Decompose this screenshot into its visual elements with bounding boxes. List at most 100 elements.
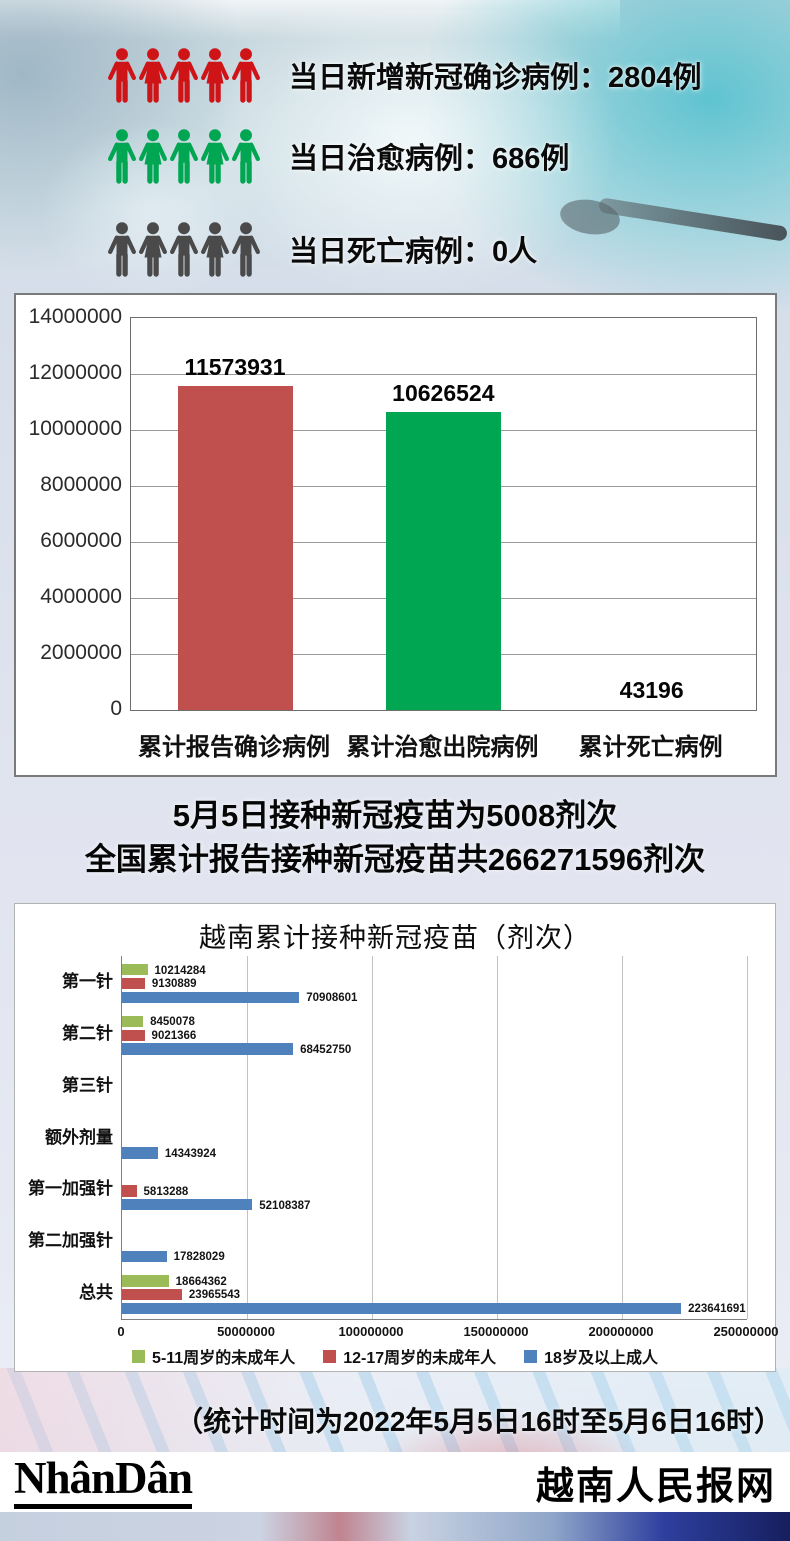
nhandan-logo: NhânDân — [14, 1455, 193, 1509]
legend-label: 18岁及以上成人 — [544, 1350, 658, 1367]
x-tick-label: 0 — [117, 1324, 125, 1339]
gridline — [372, 956, 373, 1319]
x-tick-label: 250000000 — [713, 1324, 779, 1339]
bar — [177, 385, 293, 710]
bar-value-label: 43196 — [619, 676, 684, 703]
person-icon — [170, 47, 198, 103]
legend-label: 12-17周岁的未成年人 — [343, 1350, 497, 1367]
category-label: 总共 — [79, 1283, 113, 1303]
legend-swatch — [524, 1349, 538, 1363]
person-icon — [232, 221, 260, 277]
y-tick-label: 14000000 — [28, 305, 122, 328]
bar — [122, 1029, 145, 1042]
y-tick-label: 10000000 — [28, 417, 122, 440]
bar-value-label: 10214284 — [154, 964, 206, 977]
vaccination-chart: 越南累计接种新冠疫苗（剂次） 10214284 8450078 18664362 91… — [14, 903, 779, 1372]
x-category-label: 累计报告确诊病例 — [138, 734, 330, 761]
legend-item: 18岁及以上成人 — [524, 1344, 658, 1368]
bar — [122, 964, 148, 976]
bar-value-label: 9021366 — [151, 1030, 197, 1043]
legend-swatch — [323, 1349, 337, 1363]
person-icon — [170, 221, 198, 277]
vaccination-chart-plot: 10214284 8450078 18664362 9130889 9021366 581… — [121, 956, 748, 1320]
bar-value-label: 9130889 — [151, 978, 197, 991]
bar-value-label: 8450078 — [150, 1016, 195, 1029]
category-label: 第一加强针 — [28, 1179, 113, 1199]
gridline — [622, 956, 623, 1319]
bar-value-label: 11573931 — [184, 353, 286, 380]
bar — [122, 1185, 137, 1197]
category-label: 额外剂量 — [45, 1127, 113, 1147]
y-tick-label: 4000000 — [40, 585, 122, 608]
person-icon — [108, 47, 136, 103]
person-icon — [201, 47, 229, 103]
recovered-label: 当日治愈病例：686例 — [289, 143, 570, 175]
background-bottom-strip — [0, 1511, 790, 1541]
gridline — [131, 374, 756, 375]
bar — [386, 412, 501, 710]
bar — [122, 1043, 294, 1055]
gridline — [747, 956, 748, 1319]
person-icon — [139, 221, 167, 277]
y-tick-label: 8000000 — [40, 473, 122, 496]
person-icon — [201, 128, 229, 184]
person-icon — [232, 47, 260, 103]
x-tick-label: 100000000 — [338, 1324, 404, 1339]
bar-value-label: 17828029 — [173, 1251, 225, 1264]
person-icon — [108, 128, 136, 184]
y-tick-label: 2000000 — [40, 641, 122, 664]
category-label: 第二针 — [62, 1023, 113, 1043]
bar — [122, 991, 300, 1003]
bar-value-label: 14343924 — [164, 1147, 217, 1160]
vaccine-summary-line2: 全国累计报告接种新冠疫苗共266271596剂次 — [84, 842, 706, 877]
background-spike-arm — [597, 197, 789, 242]
people-icons-green — [105, 128, 273, 185]
x-tick-label: 200000000 — [588, 1324, 654, 1339]
legend-item: 12-17周岁的未成年人 — [323, 1344, 496, 1368]
bar — [122, 1015, 144, 1028]
bar — [122, 1147, 158, 1159]
bar-value-label: 5813288 — [143, 1185, 189, 1198]
bar — [122, 1302, 682, 1315]
legend-item: 5-11周岁的未成年人 — [132, 1344, 295, 1368]
legend-label: 5-11周岁的未成年人 — [152, 1350, 296, 1367]
background-spike-knob — [557, 195, 623, 239]
x-category-label: 累计死亡病例 — [578, 734, 723, 761]
bar — [122, 1288, 182, 1301]
stat-row-new-cases: 当日新增新冠确诊病例：2804例 — [105, 46, 702, 104]
y-tick-label: 12000000 — [28, 361, 122, 384]
bar-value-label: 23965543 — [188, 1289, 241, 1302]
bar-value-label: 223641691 — [688, 1303, 746, 1316]
stat-row-deaths: 当日死亡病例：0人 — [105, 220, 537, 278]
y-tick-label: 0 — [110, 697, 122, 720]
category-label: 第三针 — [62, 1075, 113, 1095]
bar-value-label: 70908601 — [306, 992, 358, 1005]
person-icon — [108, 221, 136, 277]
site-name-label: 越南人民报网 — [535, 1465, 776, 1508]
bar-value-label: 10626524 — [392, 380, 495, 407]
legend-swatch — [132, 1349, 146, 1363]
people-icons-gray — [105, 221, 273, 278]
person-icon — [170, 128, 198, 184]
y-tick-label: 6000000 — [40, 529, 122, 552]
vaccination-chart-legend: 5-11周岁的未成年人 12-17周岁的未成年人 18岁及以上成人 — [15, 1344, 775, 1368]
new-cases-label: 当日新增新冠确诊病例：2804例 — [289, 62, 702, 94]
gridline — [247, 956, 248, 1319]
person-icon — [201, 221, 229, 277]
deaths-label: 当日死亡病例：0人 — [289, 236, 538, 268]
bar — [122, 977, 145, 990]
person-icon — [232, 128, 260, 184]
people-icons-red — [105, 47, 273, 104]
bar-value-label: 18664362 — [175, 1275, 227, 1288]
footnote: （统计时间为2022年5月5日16时至5月6日16时） — [175, 1406, 782, 1437]
footer: NhânDân 越南人民报网 — [0, 1452, 790, 1512]
x-tick-label: 50000000 — [217, 1324, 275, 1339]
stat-row-recovered: 当日治愈病例：686例 — [105, 127, 569, 185]
x-tick-label: 150000000 — [463, 1324, 529, 1339]
cumulative-cases-chart: 11573931 10626524 43196 0 2000000 4000000 600… — [14, 293, 777, 777]
vaccine-summary-line1: 5月5日接种新冠疫苗为5008剂次 — [172, 798, 618, 833]
background-top-band — [0, 0, 620, 40]
x-category-label: 累计治愈出院病例 — [346, 734, 539, 761]
bar — [122, 1275, 169, 1287]
